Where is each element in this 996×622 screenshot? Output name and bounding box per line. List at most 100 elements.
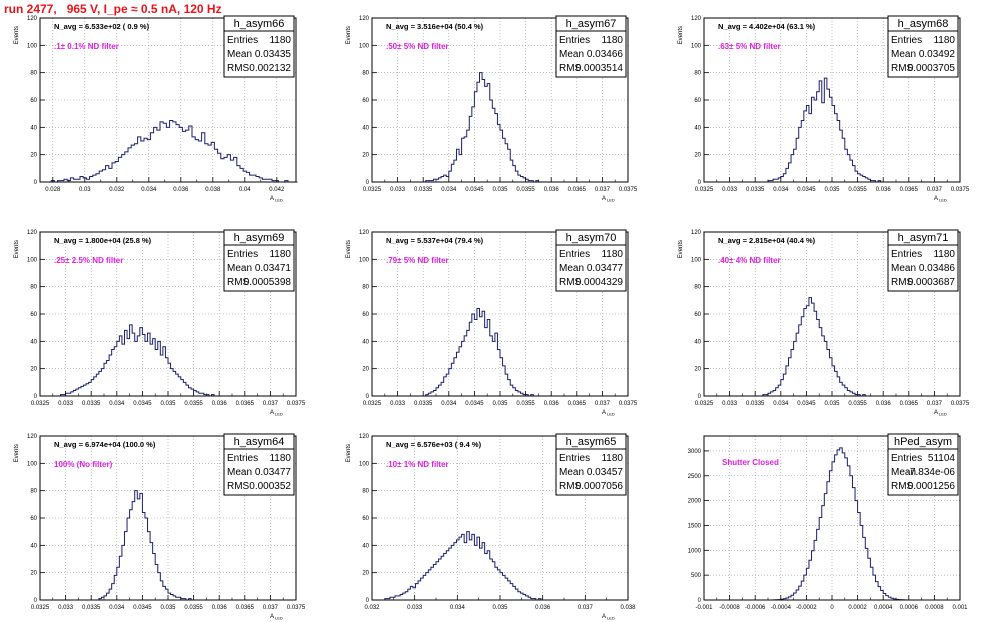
x-tick-label: 0.034 bbox=[773, 401, 789, 407]
x-axis-label: ALED bbox=[270, 196, 283, 203]
stats-label: RMS bbox=[227, 481, 250, 492]
y-tick-label: 80 bbox=[694, 71, 701, 77]
x-axis-label: ALED bbox=[934, 410, 947, 417]
y-tick-label: 20 bbox=[362, 367, 369, 373]
x-tick-label: 0.0355 bbox=[848, 187, 867, 193]
navg-header: N_avg = 6.533e+02 ( 0.9 %) bbox=[54, 22, 150, 31]
histogram-series bbox=[762, 297, 866, 397]
stats-value: 0.000352 bbox=[249, 481, 291, 492]
stats-value: 0.03435 bbox=[255, 49, 292, 60]
stats-label: Mean bbox=[227, 263, 252, 274]
stats-value: 0.03457 bbox=[587, 467, 624, 478]
stats-label: Mean bbox=[227, 49, 252, 60]
y-tick-label: 40 bbox=[694, 125, 701, 131]
x-tick-label: 0.037 bbox=[927, 401, 943, 407]
x-tick-label: 0.0355 bbox=[184, 401, 203, 407]
y-tick-label: 40 bbox=[362, 339, 369, 345]
navg-header: N_avg = 2.815e+04 (40.4 %) bbox=[718, 236, 816, 245]
x-tick-label: 0.0355 bbox=[184, 605, 203, 611]
y-axis-label: Events bbox=[678, 26, 684, 44]
x-tick-label: 0.0335 bbox=[82, 605, 101, 611]
x-tick-label: 0.034 bbox=[441, 401, 457, 407]
stats-value: 0.03477 bbox=[587, 263, 624, 274]
stats-label: RMS bbox=[559, 481, 582, 492]
x-tick-label: 0.0325 bbox=[31, 401, 50, 407]
y-tick-label: 0 bbox=[366, 394, 370, 400]
stats-title: h_asym64 bbox=[234, 436, 285, 448]
x-tick-label: 0.036 bbox=[173, 187, 189, 193]
panel-h_asym71: 0.0325 0.033 0.0335 0.034 0.0345 0.035 0.0355 0… bbox=[678, 229, 970, 417]
y-axis-label: Events bbox=[14, 240, 20, 258]
stats-label: Entries bbox=[559, 249, 590, 260]
x-tick-label: 0.0345 bbox=[797, 187, 816, 193]
x-tick-label: 0.0365 bbox=[236, 605, 255, 611]
x-tick-label: 0.033 bbox=[407, 605, 423, 611]
y-tick-label: 60 bbox=[30, 312, 37, 318]
y-tick-label: 100 bbox=[691, 43, 702, 49]
stats-label: Mean bbox=[559, 263, 584, 274]
stats-value: 0.0004329 bbox=[576, 277, 624, 288]
stats-title: h_asym67 bbox=[566, 18, 617, 30]
stats-label: RMS bbox=[227, 277, 250, 288]
y-tick-label: 40 bbox=[30, 125, 37, 131]
x-tick-label: 0.04 bbox=[239, 187, 251, 193]
stats-box bbox=[555, 433, 627, 496]
y-tick-label: 120 bbox=[27, 230, 38, 236]
x-tick-label: 0.0365 bbox=[568, 187, 587, 193]
y-tick-label: 80 bbox=[694, 285, 701, 291]
x-tick-label: 0.0375 bbox=[287, 401, 306, 407]
navg-header: N_avg = 6.974e+04 (100.0 %) bbox=[54, 440, 156, 449]
x-tick-label: 0.032 bbox=[109, 187, 125, 193]
x-tick-label: 0.034 bbox=[141, 187, 157, 193]
filter-annotation: .40± 4% ND filter bbox=[718, 256, 781, 265]
x-tick-label: 0.0345 bbox=[133, 605, 152, 611]
x-axis-label: ALED bbox=[270, 410, 283, 417]
x-tick-label: 0.0335 bbox=[414, 187, 433, 193]
y-tick-label: 120 bbox=[359, 434, 370, 440]
stats-value: 1180 bbox=[269, 453, 291, 464]
y-tick-label: 100 bbox=[27, 257, 38, 263]
stats-value: 0.0003705 bbox=[908, 63, 956, 74]
navg-header: N_avg = 4.402e+04 (63.1 %) bbox=[718, 22, 816, 31]
stats-value: 0.03486 bbox=[919, 263, 956, 274]
histogram-series bbox=[98, 490, 192, 601]
stats-label: Entries bbox=[227, 249, 258, 260]
y-tick-label: 0 bbox=[366, 598, 370, 604]
stats-title: h_asym70 bbox=[566, 232, 617, 244]
x-tick-label: 0.0365 bbox=[236, 401, 255, 407]
x-tick-label: -0.0008 bbox=[719, 605, 740, 611]
x-axis-label-main: A bbox=[602, 196, 606, 202]
y-tick-label: 60 bbox=[694, 98, 701, 104]
x-tick-label: 0.033 bbox=[58, 401, 74, 407]
histogram-series bbox=[59, 324, 215, 397]
x-tick-label: 0.028 bbox=[45, 187, 61, 193]
filter-annotation: .79± 5% ND filter bbox=[386, 256, 449, 265]
x-tick-label: 0.0325 bbox=[363, 401, 382, 407]
stats-value: 1180 bbox=[269, 249, 291, 260]
x-tick-label: 0.0355 bbox=[516, 401, 535, 407]
x-tick-label: 0.0345 bbox=[133, 401, 152, 407]
x-tick-label: 0.036 bbox=[876, 187, 892, 193]
y-tick-label: 60 bbox=[362, 312, 369, 318]
x-axis-label-sub: LED bbox=[939, 412, 947, 417]
filter-annotation: Shutter Closed bbox=[722, 458, 779, 467]
x-axis-label-sub: LED bbox=[275, 412, 283, 417]
stats-label: Mean bbox=[891, 49, 916, 60]
y-tick-label: 100 bbox=[359, 257, 370, 263]
stats-label: Mean bbox=[227, 467, 252, 478]
stats-label: Mean bbox=[559, 49, 584, 60]
x-tick-label: 0.0335 bbox=[746, 401, 765, 407]
y-tick-label: 20 bbox=[362, 153, 369, 159]
stats-value: 0.0003687 bbox=[908, 277, 956, 288]
x-tick-label: 0.0325 bbox=[695, 401, 714, 407]
stats-value: 0.0001256 bbox=[908, 481, 956, 492]
y-tick-label: 120 bbox=[359, 230, 370, 236]
histogram-series bbox=[767, 77, 882, 183]
x-tick-label: 0.0335 bbox=[746, 187, 765, 193]
y-tick-label: 20 bbox=[30, 571, 37, 577]
x-tick-label: 0.035 bbox=[492, 187, 508, 193]
histogram-series bbox=[50, 120, 298, 183]
stats-value: 0.0007056 bbox=[576, 481, 624, 492]
y-tick-label: 20 bbox=[694, 153, 701, 159]
stats-label: RMS bbox=[891, 481, 914, 492]
